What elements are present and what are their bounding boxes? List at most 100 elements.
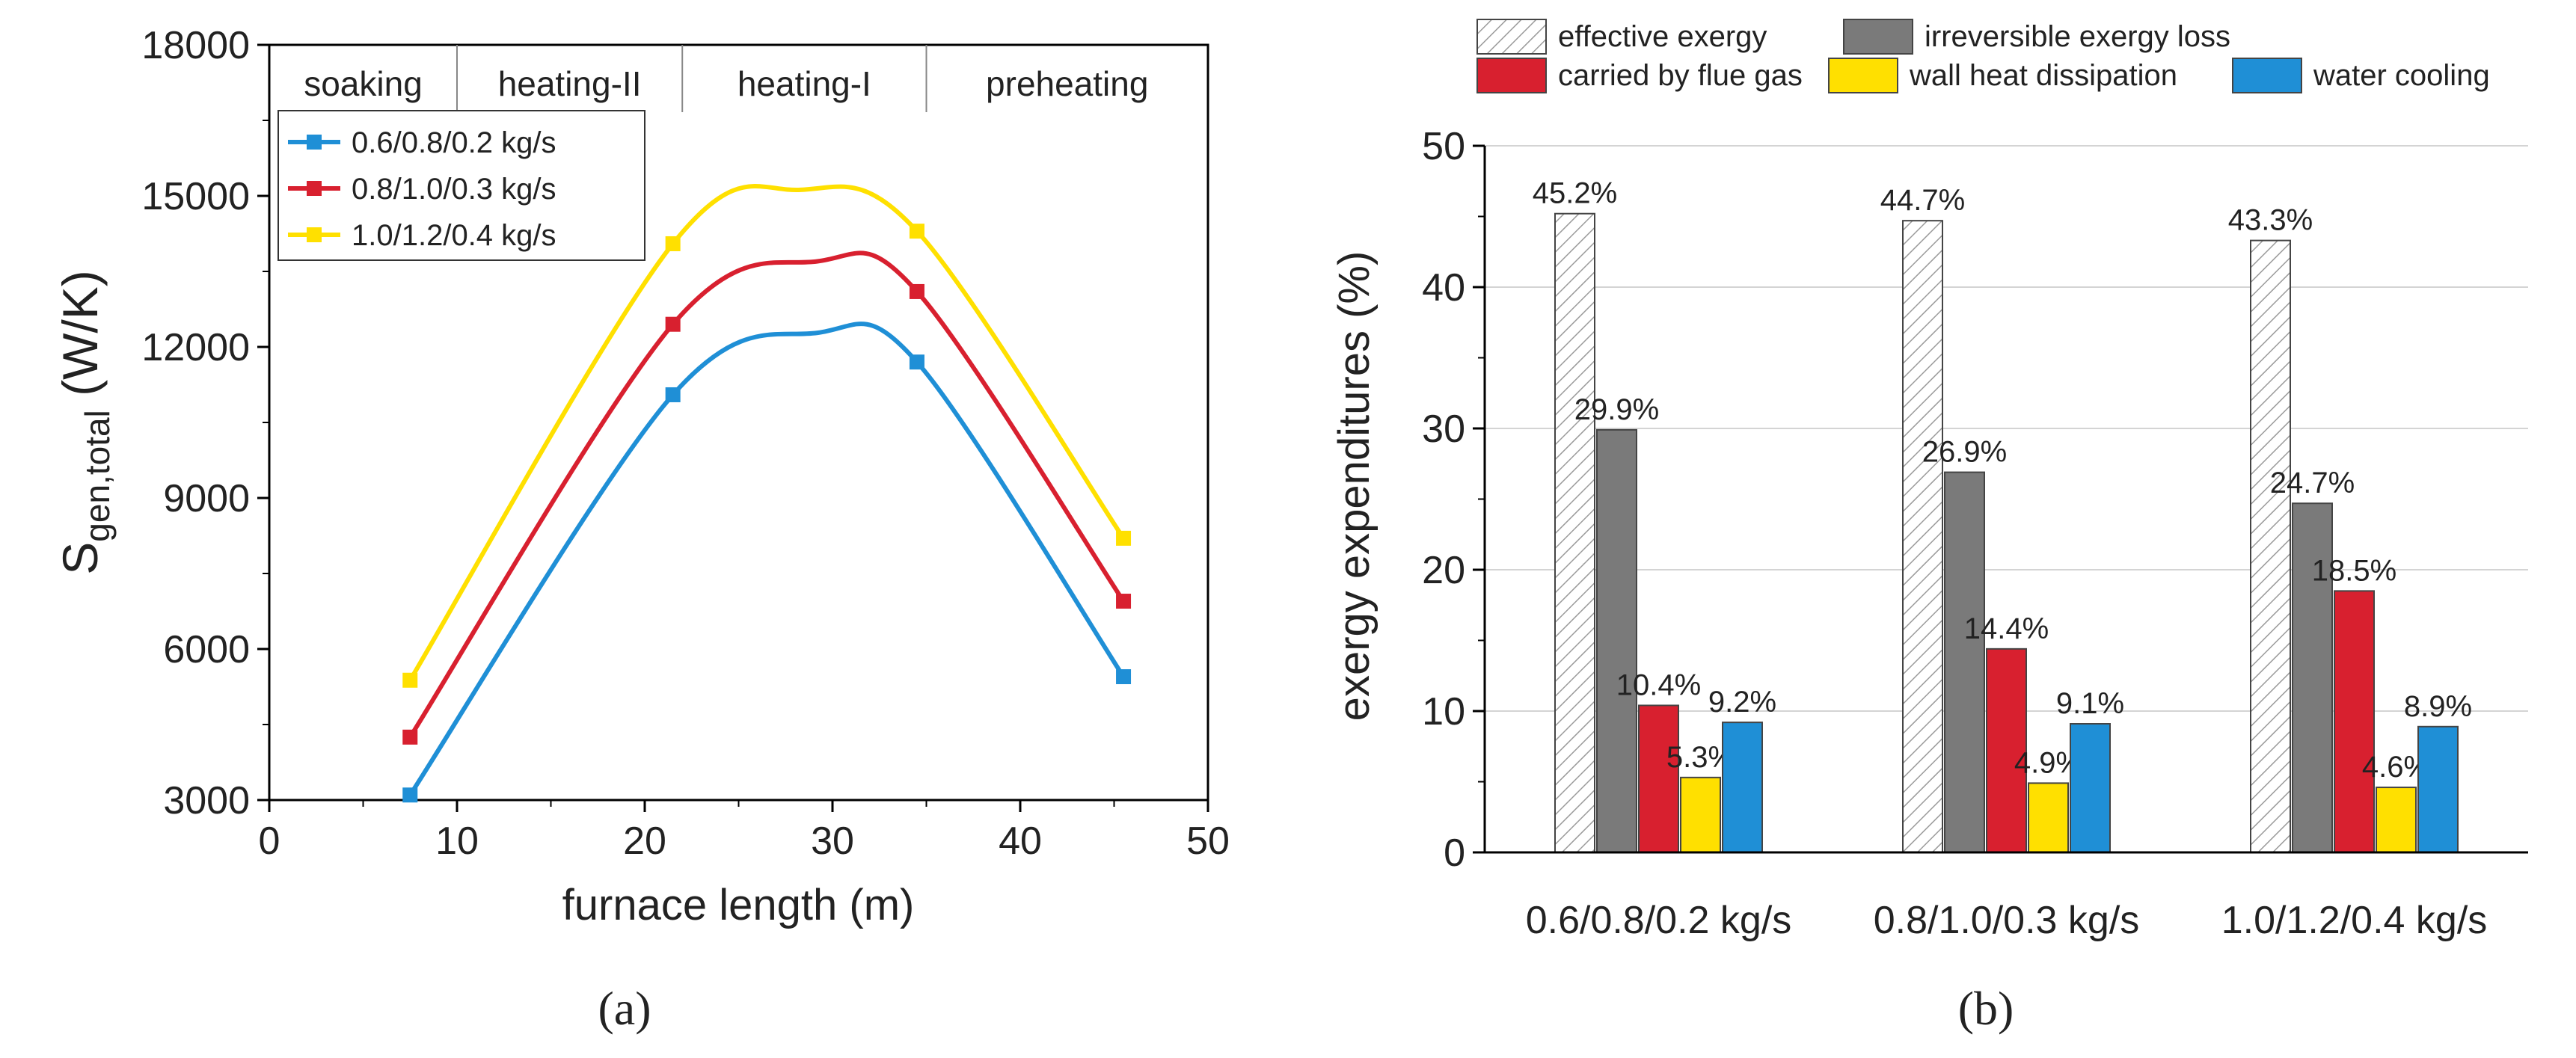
chart-a-panel-label: (a) — [598, 982, 651, 1035]
chart-b-y-axis-title: exergy expenditures (%) — [1330, 251, 1379, 722]
chart-b-legend: effective exergy irreversible exergy loss… — [1476, 19, 2490, 93]
series-line-0 — [408, 322, 1126, 796]
series-0-point — [402, 787, 418, 803]
series-2-point — [909, 224, 924, 239]
bar-2-1 — [1986, 648, 2027, 854]
legend-marker-2 — [307, 227, 322, 242]
bar-value-label: 44.7% — [1880, 184, 1965, 217]
chart-b-bars: 45.2%29.9%10.4%5.3%9.2%0.6/0.8/0.2 kg/s4… — [1526, 177, 2488, 942]
y-tick-label: 50 — [1422, 125, 1465, 168]
bar-3-1 — [2028, 782, 2069, 854]
bar-value-label: 18.5% — [2312, 554, 2396, 587]
bar-2-0 — [1638, 704, 1679, 853]
region-label-heating-I: heating-I — [737, 64, 871, 103]
series-2-point — [665, 236, 681, 251]
bar-4-0 — [1722, 722, 1763, 853]
series-1-point — [909, 283, 924, 299]
legend-swatch-0 — [1476, 19, 1547, 55]
bar-value-label: 45.2% — [1533, 177, 1617, 210]
bar-value-label: 9.2% — [1708, 686, 1776, 719]
x-category-label: 0.8/1.0/0.3 kg/s — [1874, 899, 2140, 942]
legend-label-2: carried by flue gas — [1558, 59, 1803, 92]
legend-label-1: 0.8/1.0/0.3 kg/s — [352, 173, 556, 206]
legend-label-3: wall heat dissipation — [1909, 59, 2177, 92]
bar-3-0 — [1680, 776, 1721, 853]
x-tick-label: 10 — [435, 819, 479, 863]
x-tick-label: 40 — [999, 819, 1042, 863]
series-2-point — [1116, 530, 1132, 546]
series-0-point — [1116, 669, 1132, 685]
y-tick-label: 6000 — [163, 628, 250, 671]
y-tick-label: 3000 — [163, 779, 250, 822]
legend-label-2: 1.0/1.2/0.4 kg/s — [352, 219, 556, 252]
series-0-point — [665, 387, 681, 402]
legend-label-4: water cooling — [2313, 59, 2490, 92]
y-tick-label: 20 — [1422, 549, 1465, 592]
series-1-point — [402, 729, 418, 745]
bar-0-2 — [2250, 239, 2291, 853]
x-tick-label: 30 — [811, 819, 854, 863]
bar-value-label: 26.9% — [1922, 436, 2007, 469]
bar-1-0 — [1596, 428, 1637, 853]
legend-swatch-1 — [1843, 19, 1913, 55]
chart-a-regions: soaking heating-II heating-I preheating — [304, 45, 1148, 112]
legend-marker-0 — [307, 135, 322, 150]
bar-value-label: 10.4% — [1616, 668, 1701, 701]
bar-3-2 — [2376, 787, 2417, 854]
x-category-label: 1.0/1.2/0.4 kg/s — [2221, 899, 2488, 942]
bar-value-label: 8.9% — [2404, 690, 2472, 723]
bar-0-0 — [1554, 212, 1595, 854]
legend-swatch-2 — [1476, 58, 1547, 93]
bar-1-1 — [1944, 471, 1985, 854]
chart-b-axes — [1483, 146, 2528, 854]
series-1-point — [1116, 594, 1132, 609]
region-label-heating-II: heating-II — [498, 64, 642, 103]
chart-a-x-axis-title: furnace length (m) — [562, 881, 915, 929]
legend-label-0: 0.6/0.8/0.2 kg/s — [352, 126, 556, 159]
bar-2-2 — [2334, 590, 2375, 853]
chart-a: soaking heating-II heating-I preheating 0 10… — [52, 24, 1230, 1035]
x-tick-label: 20 — [623, 819, 666, 863]
bar-1-2 — [2292, 502, 2333, 853]
y-tick-label: 40 — [1422, 266, 1465, 310]
y-tick-label: 18000 — [141, 24, 250, 67]
bar-value-label: 29.9% — [1574, 393, 1659, 426]
region-label-preheating: preheating — [986, 64, 1148, 103]
legend-label-0: effective exergy — [1558, 20, 1767, 53]
series-line-1 — [408, 250, 1126, 739]
bar-value-label: 24.7% — [2270, 467, 2355, 499]
bar-value-label: 14.4% — [1964, 612, 2049, 645]
series-2-point — [402, 672, 418, 688]
legend-label-1: irreversible exergy loss — [1925, 20, 2230, 53]
region-label-soaking: soaking — [304, 64, 423, 103]
series-1-point — [665, 316, 681, 332]
bar-value-label: 9.1% — [2056, 687, 2124, 720]
legend-marker-1 — [307, 181, 322, 196]
y-tick-label: 10 — [1422, 690, 1465, 733]
y-tick-label: 30 — [1422, 407, 1465, 451]
series-line-2 — [408, 184, 1126, 682]
y-tick-label: 0 — [1444, 831, 1465, 875]
y-tick-label: 15000 — [141, 175, 250, 218]
y-tick-label: 9000 — [163, 477, 250, 520]
legend-swatch-3 — [1828, 58, 1898, 93]
bar-4-2 — [2417, 725, 2459, 853]
chart-b-panel-label: (b) — [1958, 982, 2014, 1035]
legend-swatch-4 — [2232, 58, 2302, 93]
bar-value-label: 43.3% — [2228, 204, 2313, 237]
y-tick-label: 12000 — [141, 326, 250, 369]
chart-a-y-axis-title: Sgen,total (W/K) — [52, 270, 117, 574]
x-tick-label: 0 — [259, 819, 280, 863]
chart-a-series — [402, 184, 1132, 803]
x-category-label: 0.6/0.8/0.2 kg/s — [1526, 899, 1792, 942]
series-0-point — [909, 354, 924, 370]
x-tick-label: 50 — [1186, 819, 1230, 863]
chart-b-ticks: 0 10 20 30 40 50 — [1422, 125, 1485, 875]
chart-a-y-axis-unit: (W/K) — [52, 270, 108, 410]
bar-0-1 — [1902, 220, 1943, 854]
chart-a-ticks: 0 10 20 30 40 50 3000 6000 9000 12000 15000 18000 — [141, 24, 1230, 863]
chart-a-y-axis-symbol: S — [52, 542, 108, 575]
bar-4-1 — [2070, 723, 2111, 854]
chart-a-legend: 0.6/0.8/0.2 kg/s 0.8/1.0/0.3 kg/s 1.0/1.2/… — [277, 110, 645, 261]
